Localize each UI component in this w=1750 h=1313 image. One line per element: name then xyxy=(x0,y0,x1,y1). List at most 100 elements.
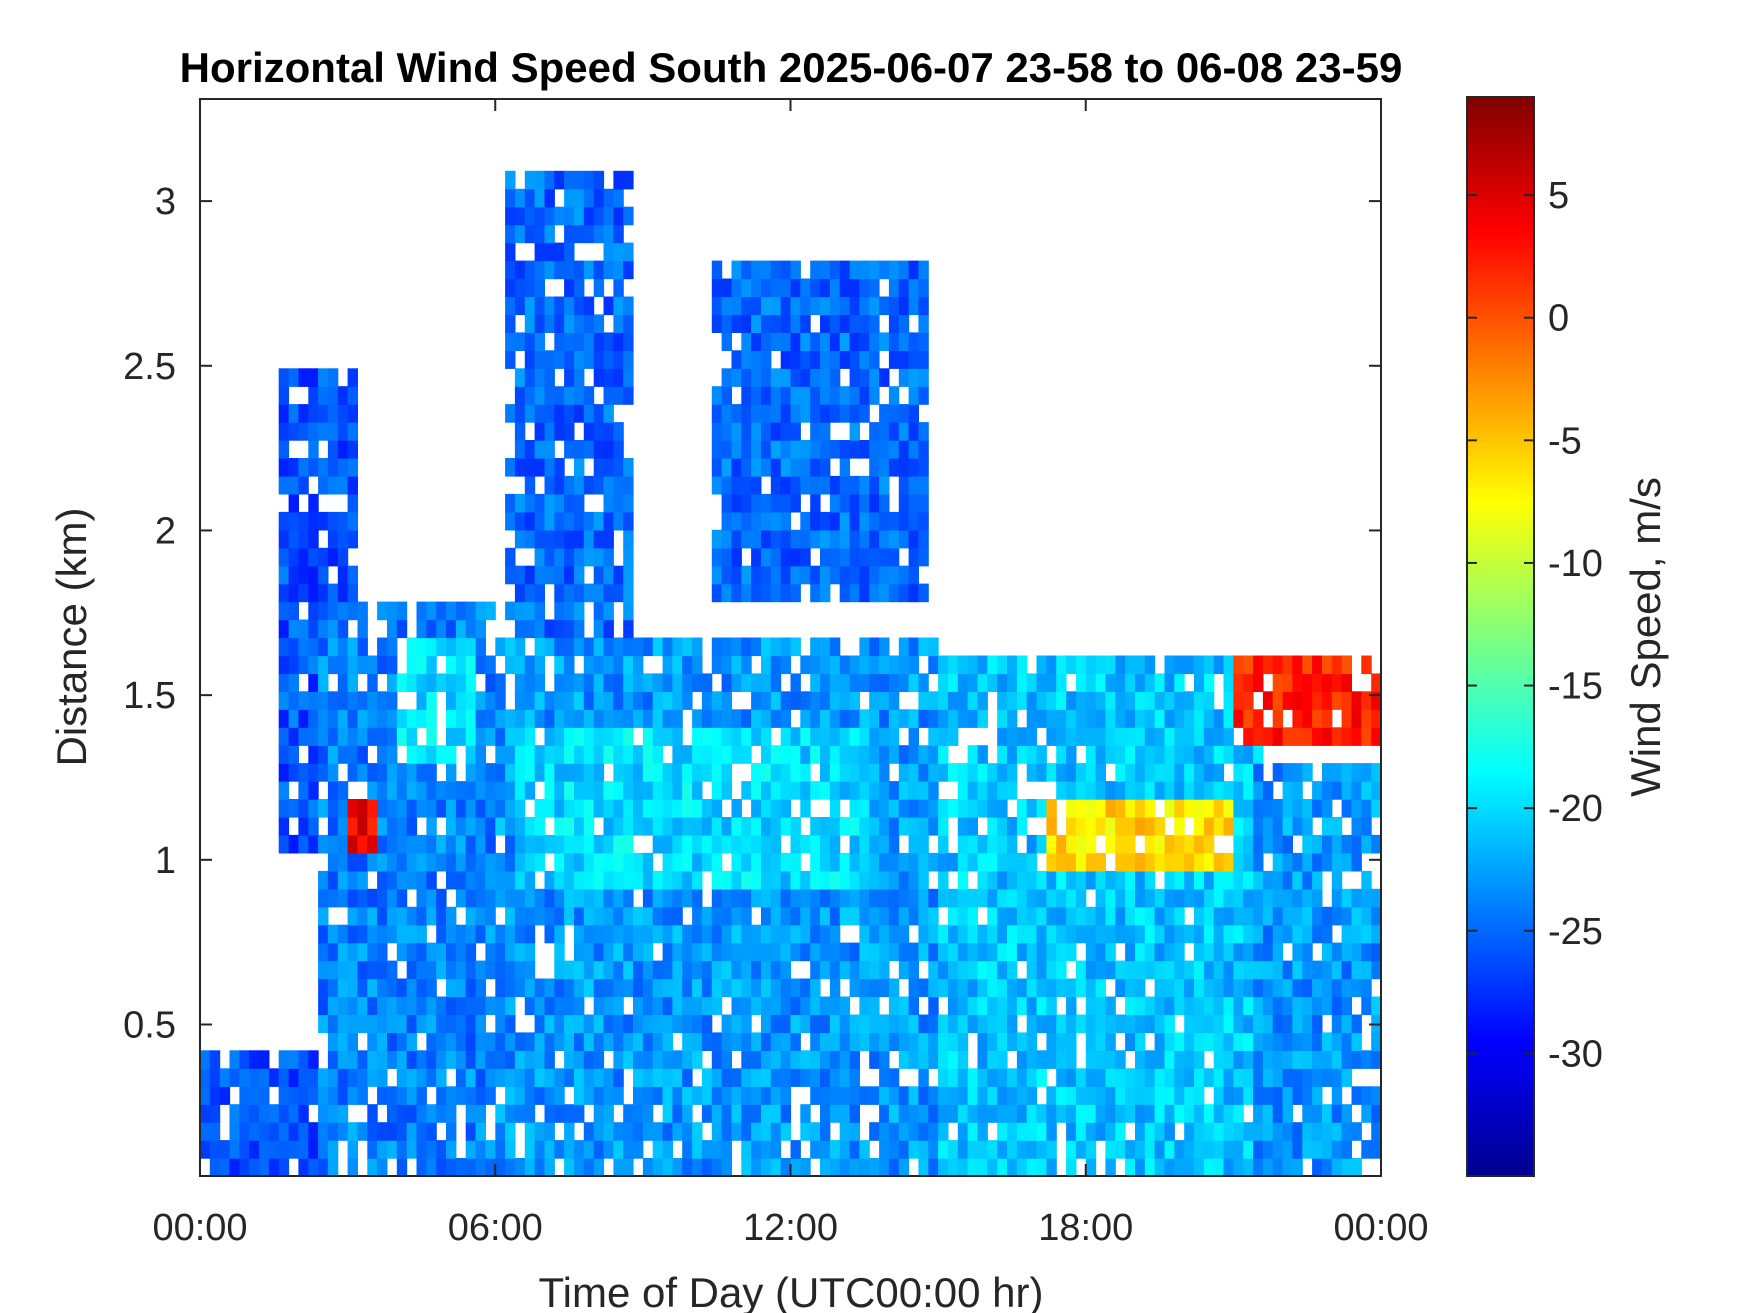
heatmap-cell xyxy=(652,781,664,800)
heatmap-cell xyxy=(1223,745,1234,764)
heatmap-cell xyxy=(908,368,919,387)
heatmap-cell xyxy=(731,511,742,531)
heatmap-cell xyxy=(613,870,624,890)
heatmap-cell xyxy=(1135,888,1146,908)
heatmap-cell xyxy=(209,1140,221,1159)
heatmap-cell xyxy=(534,206,545,226)
heatmap-cell xyxy=(810,440,821,459)
heatmap-cell xyxy=(721,565,732,585)
heatmap-cell xyxy=(879,1068,890,1087)
heatmap-cell xyxy=(849,260,860,280)
heatmap-cell xyxy=(800,763,811,782)
heatmap-cell xyxy=(574,619,585,639)
heatmap-cell xyxy=(731,834,742,854)
heatmap-cell xyxy=(711,1104,723,1123)
heatmap-cell xyxy=(337,547,349,567)
heatmap-cell xyxy=(318,763,329,782)
heatmap-cell xyxy=(829,296,841,316)
x-tick-label: 00:00 xyxy=(1333,1207,1428,1249)
heatmap-cell xyxy=(829,799,841,818)
heatmap-cell xyxy=(318,511,329,531)
heatmap-cell xyxy=(524,1158,536,1176)
heatmap-cell xyxy=(1075,673,1087,692)
heatmap-cell xyxy=(574,188,585,208)
heatmap-cell xyxy=(918,906,929,926)
heatmap-cell xyxy=(662,888,673,908)
heatmap-cell xyxy=(987,852,998,872)
heatmap-cell xyxy=(1115,655,1126,675)
heatmap-cell xyxy=(544,242,555,262)
heatmap-cell xyxy=(701,673,713,692)
heatmap-cell xyxy=(1125,1104,1136,1123)
heatmap-cell xyxy=(524,619,536,639)
heatmap-cell xyxy=(327,547,339,567)
heatmap-cell xyxy=(1351,924,1362,944)
heatmap-cell xyxy=(721,422,732,441)
heatmap-cell xyxy=(721,1104,732,1123)
heatmap-cell xyxy=(879,870,890,890)
heatmap-cell xyxy=(396,870,408,890)
heatmap-cell xyxy=(721,817,732,836)
heatmap-cell xyxy=(1016,924,1028,944)
heatmap-cell xyxy=(485,709,496,728)
heatmap-cell xyxy=(593,440,605,459)
heatmap-cell xyxy=(849,314,860,333)
heatmap-cell xyxy=(957,996,969,1016)
heatmap-cell xyxy=(308,386,319,405)
heatmap-cell xyxy=(534,458,545,477)
heatmap-cell xyxy=(574,799,585,818)
heatmap-cell xyxy=(534,619,545,639)
heatmap-cell xyxy=(898,440,910,459)
heatmap-cell xyxy=(544,565,555,585)
heatmap-cell xyxy=(564,206,575,226)
heatmap-cell xyxy=(751,960,762,980)
heatmap-cell xyxy=(1115,709,1126,728)
heatmap-cell xyxy=(849,386,860,405)
heatmap-cell xyxy=(1154,1140,1165,1159)
heatmap-cell xyxy=(396,942,408,962)
heatmap-cell xyxy=(849,1068,860,1087)
heatmap-cell xyxy=(1154,906,1165,926)
heatmap-cell xyxy=(642,1014,654,1034)
heatmap-cell xyxy=(1213,978,1225,998)
heatmap-cell xyxy=(711,888,723,908)
heatmap-cell xyxy=(505,1140,516,1159)
heatmap-cell xyxy=(1341,1032,1352,1051)
heatmap-cell xyxy=(908,888,919,908)
heatmap-cell xyxy=(623,619,634,639)
heatmap-cell xyxy=(613,332,624,351)
heatmap-cell xyxy=(918,1050,929,1069)
heatmap-cell xyxy=(1075,834,1087,854)
heatmap-cell xyxy=(908,781,919,800)
heatmap-cell xyxy=(514,601,526,621)
heatmap-cell xyxy=(406,799,418,818)
heatmap-cell xyxy=(731,368,742,387)
heatmap-cell xyxy=(1253,781,1264,800)
heatmap-cell xyxy=(564,1050,575,1069)
heatmap-cell xyxy=(1085,924,1097,944)
heatmap-cell xyxy=(416,1158,427,1176)
heatmap-cell xyxy=(387,870,398,890)
heatmap-cell xyxy=(534,1032,545,1051)
heatmap-cell xyxy=(957,781,969,800)
heatmap-cell xyxy=(839,475,851,495)
heatmap-cell xyxy=(288,1068,299,1087)
heatmap-cell xyxy=(987,870,998,890)
heatmap-cell xyxy=(770,637,782,657)
heatmap-cell xyxy=(377,834,388,854)
heatmap-cell xyxy=(1203,799,1215,818)
heatmap-cell xyxy=(554,296,565,316)
heatmap-cell xyxy=(652,924,664,944)
heatmap-cell xyxy=(327,996,339,1016)
heatmap-cell xyxy=(1233,888,1244,908)
heatmap-cell xyxy=(583,906,595,926)
heatmap-cell xyxy=(918,278,929,298)
heatmap-cell xyxy=(505,1122,516,1141)
heatmap-cell xyxy=(495,870,506,890)
heatmap-cell xyxy=(1223,1032,1234,1051)
heatmap-cell xyxy=(298,709,309,728)
heatmap-cell xyxy=(387,745,398,764)
heatmap-cell xyxy=(495,1122,506,1141)
heatmap-cell xyxy=(534,745,545,764)
heatmap-cell xyxy=(1007,1140,1018,1159)
